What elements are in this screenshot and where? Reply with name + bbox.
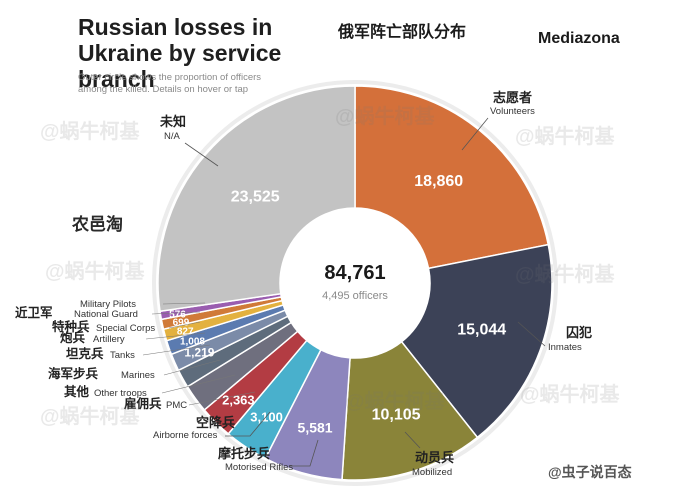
category-label-cn: 坦克兵 (66, 346, 104, 361)
watermark: @蜗牛柯基 (335, 106, 435, 128)
category-label-cn: 空降兵 (196, 415, 235, 431)
category-label: National Guard (74, 309, 138, 320)
category-label-cn: 动员兵 (415, 450, 454, 466)
category-label-cn: 摩托步兵 (218, 446, 270, 462)
slice-value-label: 23,525 (231, 189, 280, 206)
category-label-cn: 近卫军 (15, 305, 53, 320)
slice-value-label: 15,044 (457, 322, 506, 339)
leader-line (161, 374, 236, 394)
leader-line (145, 332, 206, 340)
category-label: Military Pilots (80, 299, 136, 310)
donut-slice[interactable] (341, 340, 479, 481)
center-officers: 4,495 officers (322, 290, 388, 302)
category-label-cn: 囚犯 (566, 325, 592, 341)
slice-value-label: 5,581 (298, 420, 333, 436)
leader-line (163, 359, 221, 376)
slice-value-label: 699 (173, 317, 190, 328)
leader-line (142, 344, 211, 356)
category-label: Airborne forces (153, 430, 218, 441)
donut-slice[interactable] (157, 85, 356, 313)
category-label: Volunteers (490, 106, 535, 117)
slice-value-label: 18,860 (414, 173, 463, 190)
category-label-cn: 其他 (64, 384, 90, 399)
slice-value-label: 827 (177, 326, 194, 337)
slice-value-label: 576 (169, 310, 186, 321)
slice-value-label: 3,100 (250, 409, 283, 424)
watermark: @蜗牛柯基 (40, 406, 140, 428)
donut-slice[interactable] (400, 243, 553, 439)
leader-line (290, 439, 319, 467)
slice-value-label: 2,363 (222, 393, 255, 408)
watermark: @蜗牛柯基 (515, 126, 615, 148)
donut-slice[interactable] (354, 85, 550, 270)
center-hole (282, 210, 428, 356)
leader-line (168, 321, 201, 329)
leader-line (517, 321, 546, 347)
category-label: Mobilized (412, 467, 452, 478)
center-total: 84,761 (324, 262, 385, 284)
leader-line (162, 302, 206, 305)
chart-subtitle: Outer circle shows the proportion of off… (78, 72, 262, 95)
leader-line (225, 411, 271, 437)
category-label-cn: 海军步兵 (48, 366, 99, 381)
category-label: PMC (166, 400, 187, 411)
category-label: Tanks (110, 350, 135, 361)
leader-line (151, 311, 201, 315)
watermark: @蜗牛柯基 (40, 121, 140, 143)
watermark: @蜗牛柯基 (520, 384, 620, 406)
category-label-cn: 志愿者 (493, 90, 532, 106)
chart-title: Russian losses in Ukraine by service bra… (78, 14, 282, 92)
chart-title-cn: 俄军阵亡部队分布 (338, 22, 467, 41)
category-label-cn: 炮兵 (59, 330, 86, 345)
category-label: Motorised Rifles (225, 462, 293, 473)
footer-watermark: @虫子说百态 (548, 464, 632, 480)
watermark: @蜗牛柯基 (45, 261, 145, 283)
watermark: @蜗牛柯基 (345, 391, 445, 413)
outer-ring (152, 80, 558, 486)
watermark: @蜗牛柯基 (515, 264, 615, 286)
category-label: Other troops (94, 388, 147, 399)
category-label-cn: 未知 (159, 114, 186, 130)
category-label-cn: 雇佣兵 (124, 396, 162, 411)
category-label: Inmates (548, 342, 582, 353)
leader-line (184, 142, 219, 167)
leader-line (461, 117, 489, 151)
category-label: Special Corps (96, 323, 155, 334)
category-label: Marines (121, 370, 155, 381)
slice-value-label: 1,008 (180, 336, 205, 347)
brand-logo: Mediazona (538, 30, 620, 47)
leader-line (188, 391, 256, 406)
category-label: N/A (164, 131, 181, 142)
leader-line (404, 431, 421, 449)
logo-overlay: 农邑淘 (72, 215, 123, 234)
category-label-cn: 特种兵 (52, 319, 90, 334)
category-label: Artillery (93, 334, 125, 345)
slice-value-label: 10,105 (372, 407, 421, 424)
slice-value-label: 1,219 (184, 346, 214, 360)
